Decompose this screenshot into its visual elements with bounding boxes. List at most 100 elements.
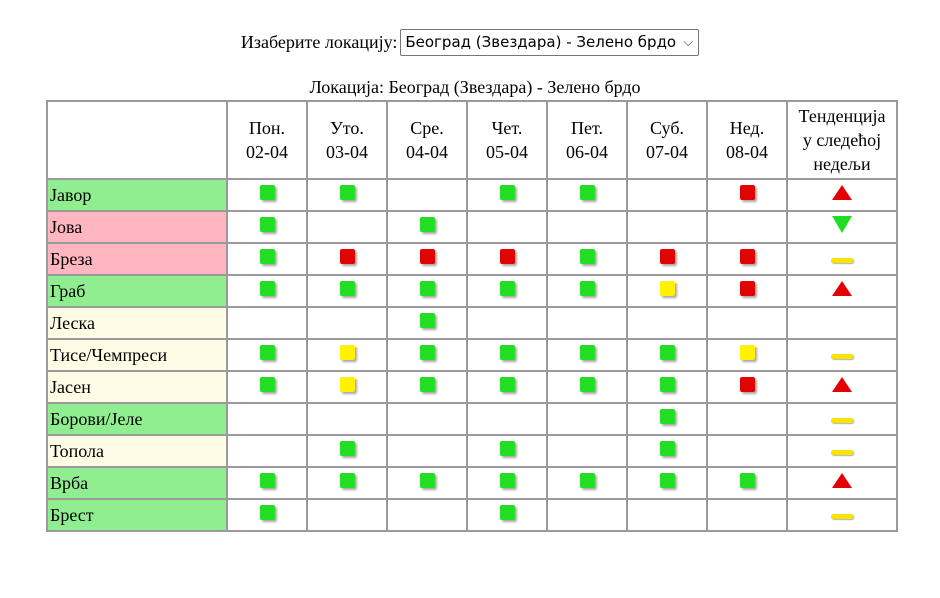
day-header: Пет. 06-04 <box>547 101 627 179</box>
trend-header-line: Тенденција <box>798 106 886 126</box>
level-cell <box>707 371 787 403</box>
day-date: 08-04 <box>726 142 768 162</box>
high-level-marker <box>739 377 755 392</box>
trend-cell <box>787 211 897 243</box>
high-level-marker <box>739 185 755 200</box>
low-level-marker <box>419 281 435 296</box>
trend-header-line: недељи <box>813 154 871 174</box>
level-cell <box>627 499 707 531</box>
level-cell <box>467 371 547 403</box>
level-cell <box>227 307 307 339</box>
high-level-marker <box>499 249 515 264</box>
trend-cell <box>787 435 897 467</box>
plant-name: Јова <box>47 211 227 243</box>
high-level-marker <box>739 281 755 296</box>
level-cell <box>387 371 467 403</box>
trend-flat-icon <box>831 258 853 263</box>
level-cell <box>307 467 387 499</box>
low-level-marker <box>259 505 275 520</box>
trend-cell <box>787 499 897 531</box>
low-level-marker <box>259 249 275 264</box>
day-date: 06-04 <box>566 142 608 162</box>
low-level-marker <box>659 409 675 424</box>
low-level-marker <box>419 217 435 232</box>
location-select[interactable]: Београд (Звездара) - Зелено брдо ⌵ <box>400 29 700 56</box>
day-name: Уто. <box>330 118 364 138</box>
level-cell <box>227 467 307 499</box>
level-cell <box>227 435 307 467</box>
trend-flat-icon <box>831 514 853 519</box>
low-level-marker <box>339 185 355 200</box>
plant-row: Бреза <box>47 243 897 275</box>
trend-down-icon <box>832 216 852 233</box>
plant-name: Јавор <box>47 179 227 211</box>
day-date: 05-04 <box>486 142 528 162</box>
plant-row: Врба <box>47 467 897 499</box>
level-cell <box>467 435 547 467</box>
level-cell <box>547 211 627 243</box>
day-date: 04-04 <box>406 142 448 162</box>
plant-row: Тисе/Чемпреси <box>47 339 897 371</box>
level-cell <box>387 243 467 275</box>
level-cell <box>547 371 627 403</box>
trend-up-icon <box>832 473 852 488</box>
plant-name: Бреза <box>47 243 227 275</box>
low-level-marker <box>499 185 515 200</box>
day-header: Уто. 03-04 <box>307 101 387 179</box>
low-level-marker <box>259 345 275 360</box>
location-select-value: Београд (Звездара) - Зелено брдо <box>405 33 677 51</box>
medium-level-marker <box>339 377 355 392</box>
level-cell <box>307 403 387 435</box>
level-cell <box>307 243 387 275</box>
level-cell <box>707 339 787 371</box>
low-level-marker <box>659 473 675 488</box>
low-level-marker <box>579 185 595 200</box>
level-cell <box>227 371 307 403</box>
low-level-marker <box>659 377 675 392</box>
medium-level-marker <box>659 281 675 296</box>
level-cell <box>387 499 467 531</box>
trend-up-icon <box>832 377 852 392</box>
level-cell <box>707 435 787 467</box>
table-header-row: Пон. 02-04 Уто. 03-04 Сре. 04-04 Чет. 05-04 … <box>47 101 897 179</box>
level-cell <box>627 435 707 467</box>
level-cell <box>227 243 307 275</box>
low-level-marker <box>499 505 515 520</box>
low-level-marker <box>259 473 275 488</box>
high-level-marker <box>739 249 755 264</box>
trend-cell <box>787 371 897 403</box>
level-cell <box>227 275 307 307</box>
day-date: 07-04 <box>646 142 688 162</box>
plant-name: Леска <box>47 307 227 339</box>
level-cell <box>707 211 787 243</box>
low-level-marker <box>499 345 515 360</box>
trend-header-line: у следећој <box>802 130 882 150</box>
level-cell <box>387 467 467 499</box>
level-cell <box>547 499 627 531</box>
level-cell <box>627 275 707 307</box>
plant-name: Борови/Јеле <box>47 403 227 435</box>
pollen-table: Пон. 02-04 Уто. 03-04 Сре. 04-04 Чет. 05-04 … <box>46 100 898 532</box>
low-level-marker <box>659 441 675 456</box>
level-cell <box>467 243 547 275</box>
plant-row: Леска <box>47 307 897 339</box>
day-name: Пон. <box>248 118 286 138</box>
high-level-marker <box>419 249 435 264</box>
trend-cell <box>787 179 897 211</box>
day-name: Пет. <box>570 118 603 138</box>
trend-cell <box>787 307 897 339</box>
low-level-marker <box>419 377 435 392</box>
low-level-marker <box>579 345 595 360</box>
level-cell <box>387 339 467 371</box>
level-cell <box>707 403 787 435</box>
low-level-marker <box>579 377 595 392</box>
header-empty-cell <box>47 101 227 179</box>
level-cell <box>387 211 467 243</box>
level-cell <box>627 243 707 275</box>
day-name: Суб. <box>650 118 684 138</box>
level-cell <box>387 435 467 467</box>
level-cell <box>547 179 627 211</box>
table-caption: Локација: Београд (Звездара) - Зелено бр… <box>309 77 641 97</box>
location-picker-row: Изаберите локацију: Београд (Звездара) - … <box>0 29 940 56</box>
level-cell <box>467 211 547 243</box>
